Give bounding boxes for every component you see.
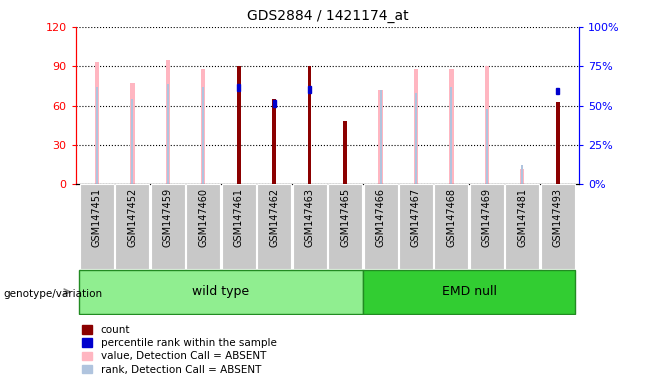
Bar bbox=[132, 99, 134, 184]
Bar bbox=[557, 88, 559, 94]
Bar bbox=[202, 87, 204, 184]
Bar bbox=[470, 184, 504, 269]
Bar bbox=[115, 184, 149, 269]
Bar bbox=[556, 102, 559, 184]
Text: GSM147461: GSM147461 bbox=[234, 188, 243, 247]
Bar bbox=[293, 184, 326, 269]
Text: GSM147469: GSM147469 bbox=[482, 188, 492, 247]
Bar bbox=[343, 121, 347, 184]
Text: GSM147493: GSM147493 bbox=[553, 188, 563, 247]
Bar bbox=[201, 69, 205, 184]
Bar bbox=[380, 90, 382, 184]
Legend: count, percentile rank within the sample, value, Detection Call = ABSENT, rank, : count, percentile rank within the sample… bbox=[78, 321, 280, 379]
Bar bbox=[257, 184, 291, 269]
Bar bbox=[222, 184, 256, 269]
Text: EMD null: EMD null bbox=[442, 285, 497, 298]
Text: GSM147452: GSM147452 bbox=[128, 188, 138, 247]
Bar bbox=[521, 166, 523, 184]
Bar bbox=[79, 270, 363, 314]
Bar bbox=[273, 100, 276, 107]
Bar bbox=[541, 184, 575, 269]
Bar bbox=[166, 60, 170, 184]
Bar bbox=[486, 109, 488, 184]
Bar bbox=[520, 169, 524, 184]
Bar bbox=[363, 270, 576, 314]
Bar bbox=[363, 184, 397, 269]
Text: GSM147463: GSM147463 bbox=[305, 188, 315, 247]
Bar bbox=[272, 99, 276, 184]
Text: genotype/variation: genotype/variation bbox=[3, 289, 103, 299]
Bar bbox=[399, 184, 433, 269]
Text: GSM147462: GSM147462 bbox=[269, 188, 279, 247]
Bar bbox=[451, 87, 453, 184]
Bar bbox=[186, 184, 220, 269]
Text: GSM147465: GSM147465 bbox=[340, 188, 350, 247]
Bar bbox=[434, 184, 468, 269]
Bar bbox=[96, 87, 98, 184]
Text: wild type: wild type bbox=[192, 285, 249, 298]
Bar bbox=[238, 84, 240, 91]
Bar bbox=[80, 184, 114, 269]
Title: GDS2884 / 1421174_at: GDS2884 / 1421174_at bbox=[247, 9, 408, 23]
Bar bbox=[237, 66, 241, 184]
Bar bbox=[449, 69, 453, 184]
Text: GSM147466: GSM147466 bbox=[376, 188, 386, 247]
Bar bbox=[378, 90, 383, 184]
Bar bbox=[151, 184, 185, 269]
Bar bbox=[308, 66, 311, 184]
Bar bbox=[167, 84, 169, 184]
Bar bbox=[308, 86, 311, 93]
Bar bbox=[505, 184, 540, 269]
Text: GSM147459: GSM147459 bbox=[163, 188, 173, 247]
Text: GSM147481: GSM147481 bbox=[517, 188, 527, 247]
Bar bbox=[415, 93, 417, 184]
Text: GSM147467: GSM147467 bbox=[411, 188, 421, 247]
Text: GSM147468: GSM147468 bbox=[446, 188, 457, 247]
Text: GSM147451: GSM147451 bbox=[92, 188, 102, 247]
Bar bbox=[485, 66, 489, 184]
Bar bbox=[328, 184, 362, 269]
Bar bbox=[414, 69, 418, 184]
Bar bbox=[130, 83, 134, 184]
Bar bbox=[95, 62, 99, 184]
Text: GSM147460: GSM147460 bbox=[198, 188, 209, 247]
